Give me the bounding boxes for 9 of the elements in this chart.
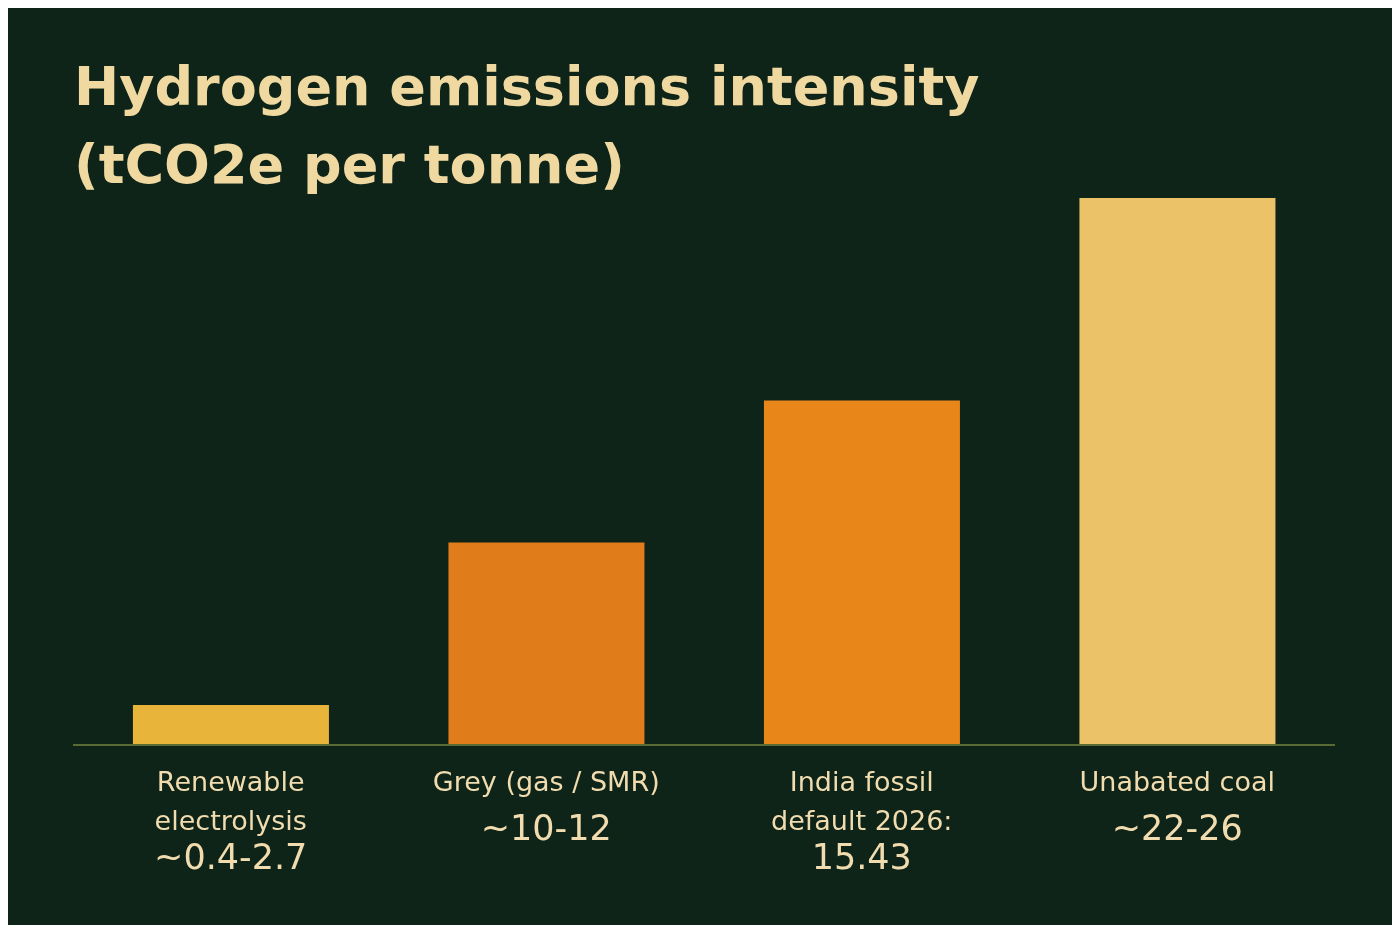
bar xyxy=(1079,198,1276,745)
bar xyxy=(763,400,960,745)
bar xyxy=(132,705,329,745)
x-tick-label: Unabated coal ~22-26 xyxy=(1079,766,1275,848)
x-tick-label: Grey (gas / SMR) ~10-12 xyxy=(432,766,660,848)
x-tick-label: India fossil default 2026: 15.43 xyxy=(771,766,953,877)
x-tick-label: Renewable electrolysis ~0.4-2.7 xyxy=(154,766,308,877)
chart-title: Hydrogen emissions intensity (tCO2e per tonne) xyxy=(74,54,981,198)
bar xyxy=(448,542,645,745)
